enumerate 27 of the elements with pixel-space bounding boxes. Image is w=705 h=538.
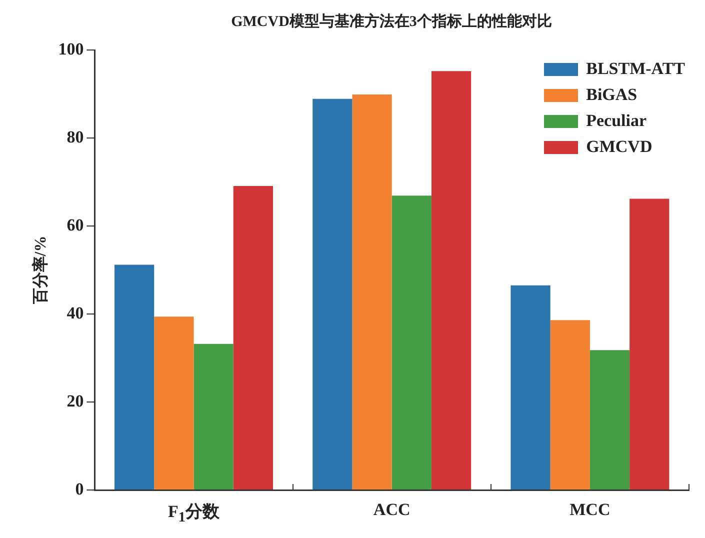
bar xyxy=(194,344,234,490)
bar xyxy=(510,285,550,490)
bar xyxy=(114,264,154,490)
y-tick-label: 40 xyxy=(66,303,84,322)
bar xyxy=(233,186,273,490)
x-tick-label: F$_{1}$分数 xyxy=(167,501,220,526)
legend-label: BLSTM-ATT xyxy=(586,59,685,79)
y-tick-label: 80 xyxy=(66,127,84,146)
y-tick-label: 60 xyxy=(66,215,84,234)
bar xyxy=(550,320,590,490)
y-tick-label: 20 xyxy=(66,391,84,410)
bar xyxy=(590,350,630,490)
x-tick-label: ACC xyxy=(372,500,412,520)
bar xyxy=(312,98,352,490)
bar xyxy=(154,316,194,490)
legend-label: BiGAS xyxy=(586,85,638,105)
bar xyxy=(352,94,392,490)
bar xyxy=(431,71,472,490)
y-tick-label: 0 xyxy=(75,479,84,498)
chart-title: GMCVD模型与基准方法在3个指标上的性能对比 xyxy=(230,12,553,31)
y-axis-title: 百分率/% xyxy=(30,236,50,306)
y-tick-label: 100 xyxy=(58,39,84,58)
legend-label: GMCVD xyxy=(586,137,652,157)
legend-label: Peculiar xyxy=(586,111,647,131)
bar xyxy=(630,198,670,490)
bar xyxy=(392,196,432,490)
x-tick-label: MCC xyxy=(568,500,612,520)
